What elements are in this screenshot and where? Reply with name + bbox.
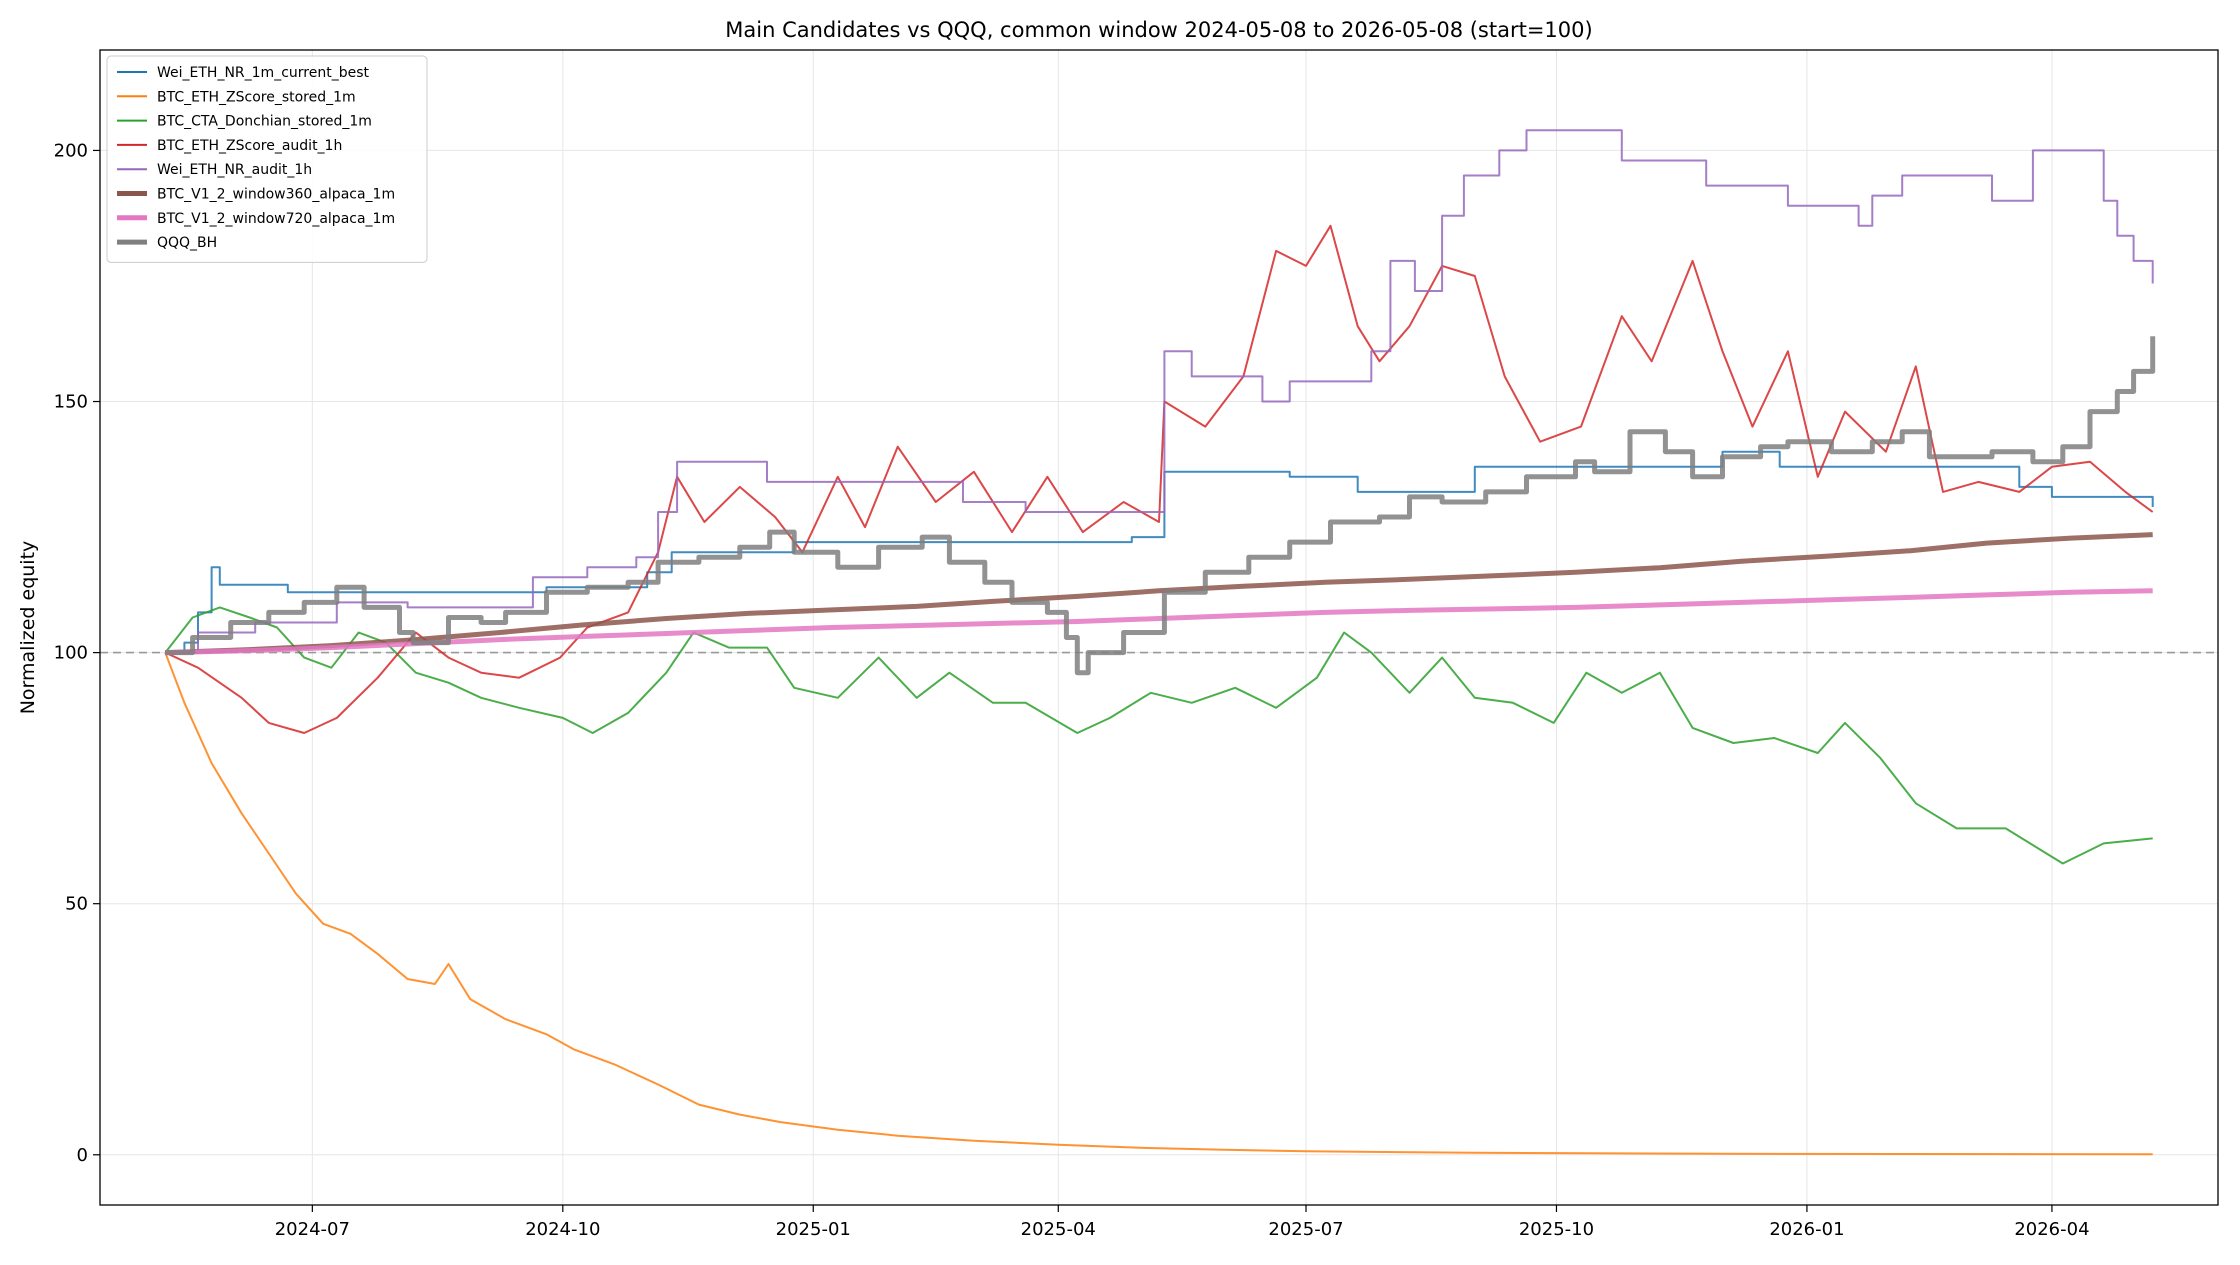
x-tick-label: 2025-01 (776, 1219, 851, 1240)
plot-area-frame (99, 49, 2219, 1206)
legend-box (106, 55, 428, 263)
y-tick-label: 50 (65, 894, 88, 915)
legend: Wei_ETH_NR_1m_current_best BTC_ETH_ZScore… (106, 55, 428, 263)
series-line-5 (165, 532, 2153, 656)
series-line-0 (165, 450, 2154, 654)
x-tick-label: 2026-04 (2014, 1219, 2089, 1240)
series-line-3 (164, 224, 2154, 734)
chart-title: Main Candidates vs QQQ, common window 20… (725, 18, 1592, 42)
x-tick-label: 2025-04 (1021, 1219, 1096, 1240)
legend-label: BTC_V1_2_window720_alpaca_1m (157, 211, 395, 227)
series-line-4 (165, 129, 2154, 654)
x-tick-label: 2024-07 (275, 1219, 350, 1240)
series-line-1 (164, 652, 2153, 1156)
legend-label: BTC_ETH_ZScore_audit_1h (157, 138, 342, 154)
y-tick-label: 0 (77, 1145, 88, 1166)
x-tick-label: 2025-10 (1519, 1219, 1594, 1240)
x-tick-label: 2024-10 (525, 1219, 600, 1240)
series-layer (164, 129, 2156, 1156)
legend-label: QQQ_BH (157, 235, 217, 251)
legend-label: BTC_CTA_Donchian_stored_1m (157, 114, 372, 130)
y-axis-label: Normalized equity (17, 541, 39, 715)
x-axis-ticks: 2024-07 2024-10 2025-01 2025-04 2025-07 2025-… (275, 1205, 2090, 1240)
y-tick-label: 150 (54, 392, 88, 413)
series-line-2 (164, 606, 2153, 865)
legend-label: BTC_ETH_ZScore_stored_1m (157, 89, 356, 105)
x-tick-label: 2025-07 (1268, 1219, 1343, 1240)
legend-label: Wei_ETH_NR_1m_current_best (157, 65, 369, 81)
y-tick-label: 100 (54, 643, 88, 664)
series-line-7 (165, 336, 2156, 676)
y-axis-ticks: 0 50 100 150 200 (54, 140, 100, 1166)
legend-label: Wei_ETH_NR_audit_1h (157, 162, 312, 178)
legend-label: BTC_V1_2_window360_alpaca_1m (157, 187, 395, 203)
y-tick-label: 200 (54, 140, 88, 161)
series-line-6 (165, 588, 2153, 656)
x-tick-label: 2026-01 (1769, 1219, 1844, 1240)
